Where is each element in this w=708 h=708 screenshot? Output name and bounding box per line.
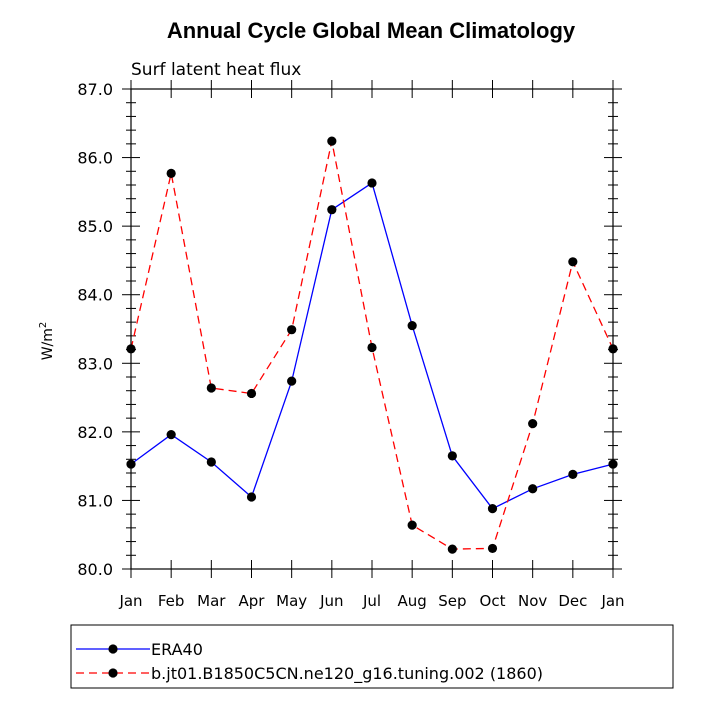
y-axis-label-unit: W/m (40, 328, 56, 360)
plot-frame (130, 88, 614, 570)
data-point (367, 178, 377, 188)
x-tick-label: Aug (398, 592, 427, 610)
x-tick-label: Jul (362, 592, 381, 610)
y-tick-label: 82.0 (77, 423, 113, 442)
y-tick-label: 83.0 (77, 354, 113, 373)
x-tick-label: Nov (518, 592, 547, 610)
data-point (447, 544, 457, 554)
legend-label-1: ERA40 (151, 640, 203, 659)
data-point (447, 451, 457, 461)
data-point (166, 430, 176, 440)
x-tick-label: Feb (158, 592, 185, 610)
data-point (407, 520, 417, 530)
x-tick-label: Jun (319, 592, 343, 610)
data-point (206, 457, 216, 467)
data-point (528, 484, 538, 494)
y-tick-label: 87.0 (77, 80, 113, 99)
data-point (608, 459, 618, 469)
x-tick-label: Mar (197, 592, 226, 610)
x-tick-label: Dec (558, 592, 587, 610)
data-point (287, 325, 297, 335)
data-point (487, 504, 498, 514)
data-point (568, 469, 578, 479)
x-tick-label: Jan (118, 592, 142, 610)
data-point (166, 168, 176, 178)
data-point (568, 257, 578, 267)
x-tick-label: Oct (480, 592, 506, 610)
legend-marker-1 (108, 644, 118, 654)
data-point (246, 492, 257, 502)
x-tick-label: Jan (600, 592, 624, 610)
legend-marker-2 (108, 668, 118, 678)
data-point (528, 419, 538, 429)
data-point (327, 205, 337, 215)
y-tick-label: 80.0 (77, 560, 113, 579)
x-tick-label: Sep (438, 592, 466, 610)
data-point (327, 136, 337, 146)
y-axis-label-superscript: 2 (38, 322, 49, 328)
chart-subtitle: Surf latent heat flux (131, 60, 301, 80)
x-tick-label: May (276, 592, 307, 610)
data-point (487, 543, 498, 554)
data-point (608, 344, 618, 354)
legend-box (70, 624, 674, 689)
y-tick-label: 85.0 (77, 217, 113, 236)
data-point (126, 459, 136, 469)
data-point (407, 320, 417, 331)
data-point (287, 376, 297, 386)
y-tick-label: 81.0 (77, 491, 113, 510)
data-point (246, 388, 257, 399)
x-tick-label: Apr (239, 592, 266, 610)
legend-label-2: b.jt01.B1850C5CN.ne120_g16.tuning.002 (1… (151, 664, 543, 684)
y-tick-label: 86.0 (77, 149, 113, 168)
y-axis-label: W/m2 (38, 322, 56, 361)
chart-title: Annual Cycle Global Mean Climatology (167, 18, 576, 43)
data-point (126, 344, 136, 354)
data-point (206, 383, 216, 393)
y-tick-label: 84.0 (77, 286, 113, 305)
data-point (367, 342, 377, 353)
